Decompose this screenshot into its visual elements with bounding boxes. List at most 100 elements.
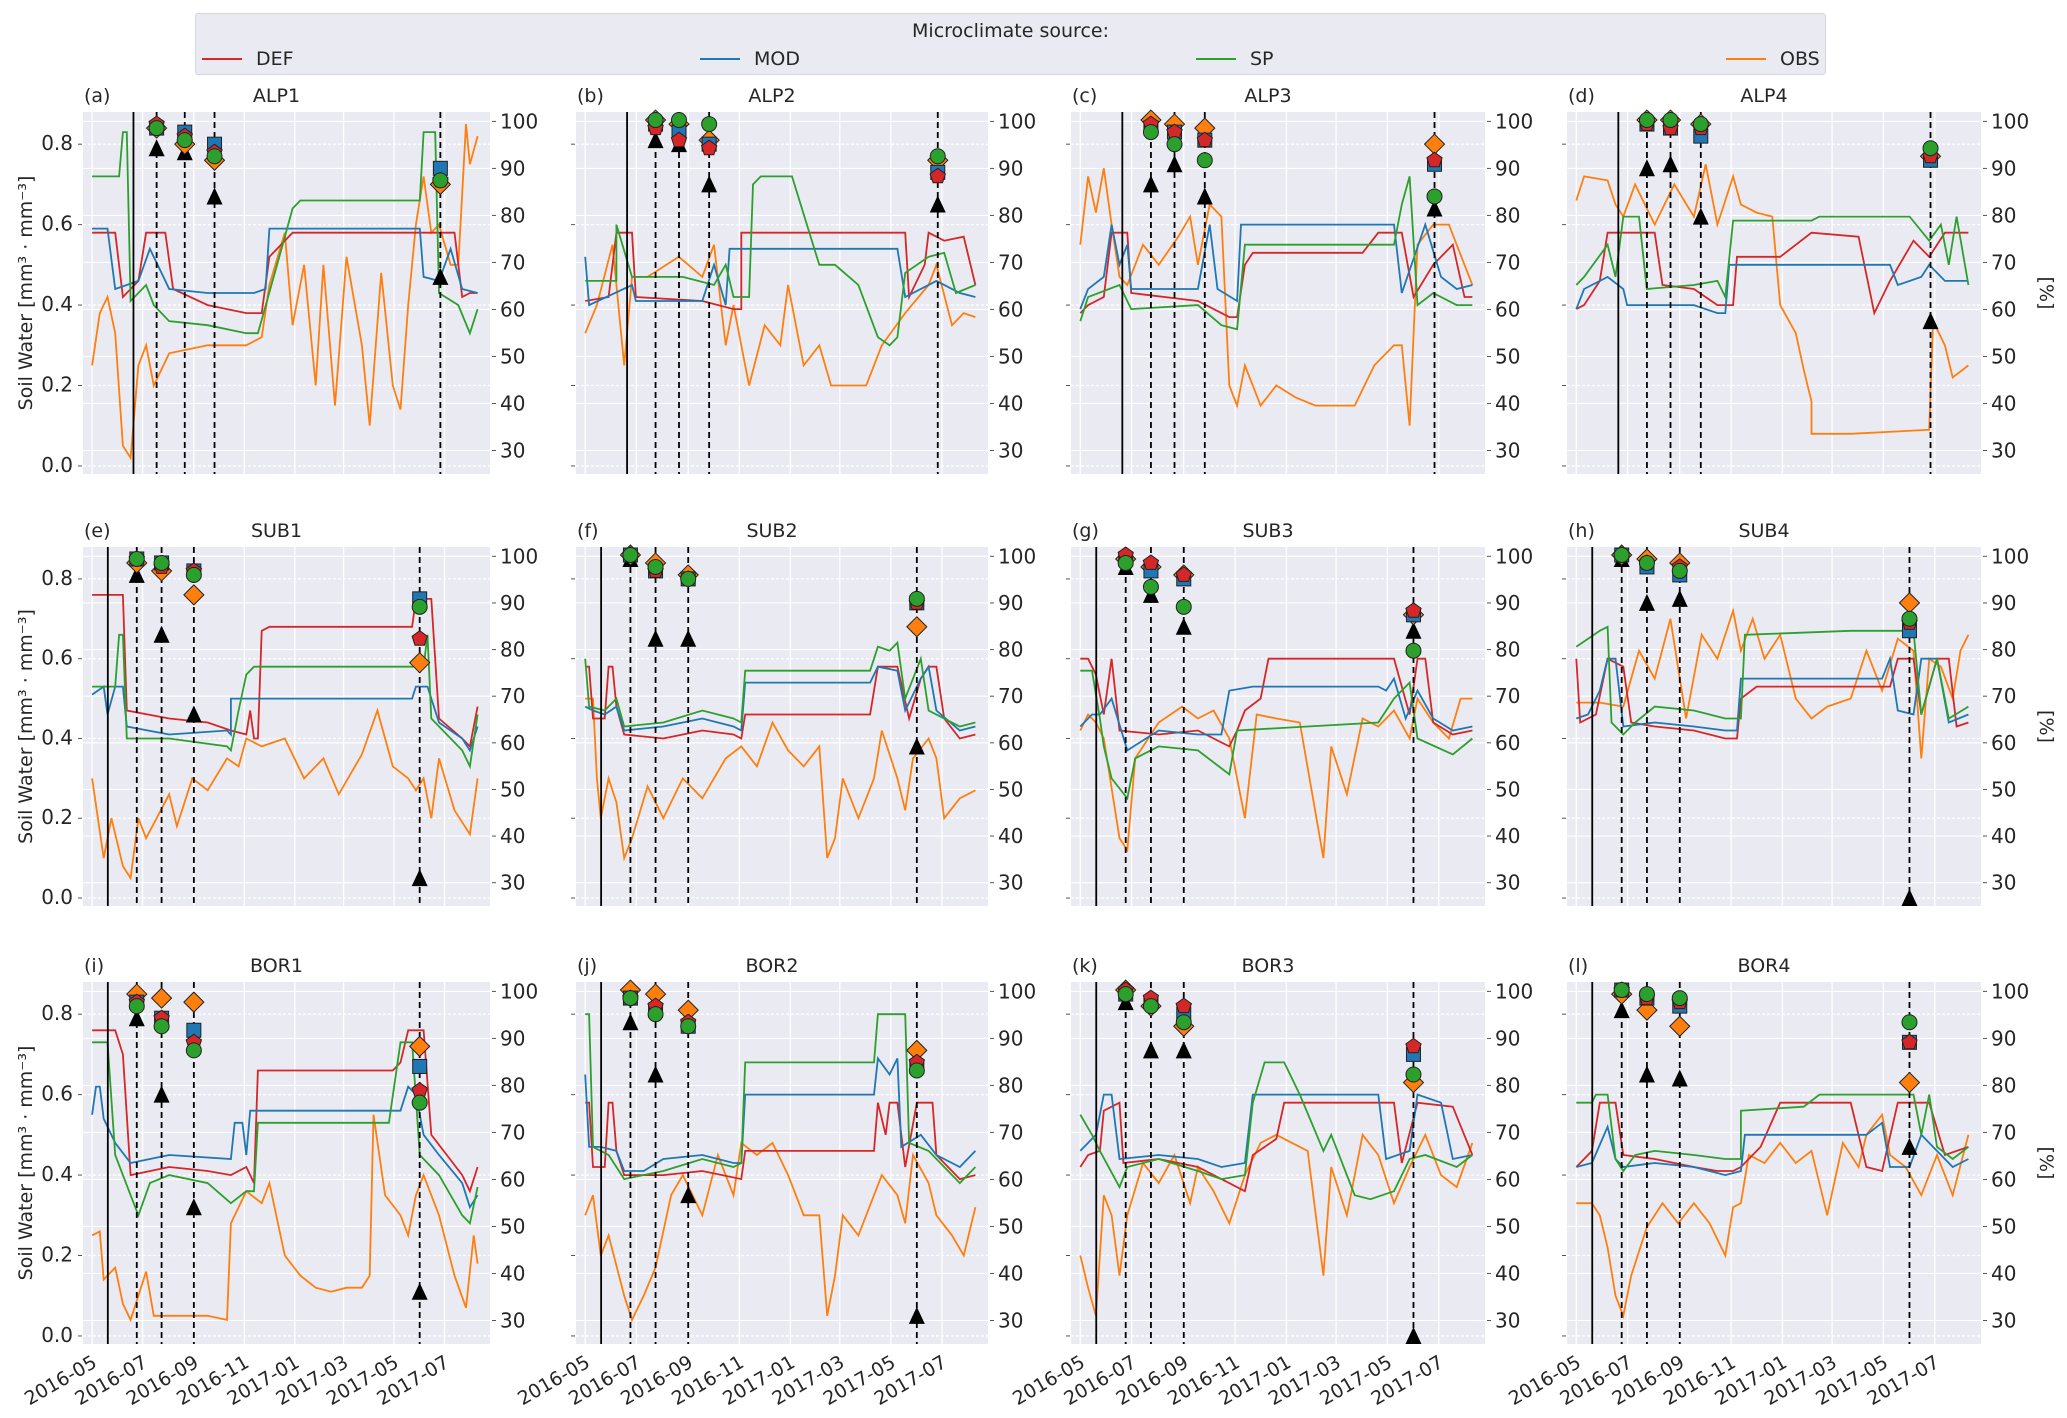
panel-title: SUB3 — [1242, 520, 1293, 542]
y2-tick-label: 50 — [1495, 344, 1520, 368]
y2-tick-label: 100 — [1495, 544, 1533, 568]
y-tick-label: 0.2 — [41, 1243, 73, 1267]
marker-sp-circle — [411, 1094, 428, 1111]
marker-sp-circle — [1613, 982, 1630, 999]
series-line-def — [585, 665, 976, 740]
series-line-sp — [92, 633, 479, 770]
marker-sp-circle — [153, 1018, 170, 1035]
y2-tick-label: 90 — [998, 1026, 1023, 1050]
marker-sp-circle — [1142, 998, 1159, 1015]
marker-sp-circle — [908, 1062, 925, 1079]
y2-tick-label: 100 — [998, 979, 1036, 1003]
marker-ref-triangle — [1638, 1065, 1655, 1083]
y2-tick-label: 30 — [500, 438, 525, 462]
plot-area — [83, 982, 490, 1344]
marker-sp-circle — [1671, 562, 1688, 579]
y2-tick-label: 40 — [500, 391, 525, 415]
legend-swatch-mod — [700, 58, 740, 60]
plot-area — [83, 112, 490, 474]
y2-tick-label: 80 — [998, 638, 1023, 662]
marker-ref-triangle — [148, 139, 165, 157]
marker-ref-triangle — [1922, 312, 1939, 330]
y2-tick-label: 60 — [1495, 731, 1520, 755]
marker-sp-circle — [1613, 546, 1630, 563]
marker-sp-circle — [1175, 1014, 1192, 1031]
marker-sp-circle — [908, 590, 925, 607]
marker-sp-circle — [622, 546, 639, 563]
y-tick-label: 0.2 — [41, 805, 73, 829]
y2-tick-label: 70 — [998, 684, 1023, 708]
y2-tick-label: 90 — [998, 591, 1023, 615]
y-tick-label: 0.0 — [41, 1323, 73, 1347]
y2-tick-label: 50 — [998, 1214, 1023, 1238]
series-line-obs — [1576, 607, 1970, 759]
panel-sub4 — [1562, 544, 1987, 907]
y2-tick-label: 50 — [500, 344, 525, 368]
marker-ref-triangle — [1175, 1041, 1192, 1059]
marker-sp-circle — [128, 998, 145, 1015]
series-line-mod — [91, 685, 479, 753]
marker-ref-triangle — [411, 869, 428, 887]
y2-tick-label: 60 — [1991, 1167, 2016, 1191]
marker-obs-diamond — [906, 616, 928, 638]
y2-tick-label: 30 — [998, 871, 1023, 895]
series-line-def — [92, 1029, 479, 1194]
plot-area — [576, 112, 988, 474]
series-line-mod — [1079, 676, 1473, 752]
y2-tick-label: 80 — [998, 203, 1023, 227]
marker-sp-circle — [1166, 136, 1183, 153]
marker-sp-circle — [1638, 986, 1655, 1003]
legend: Microclimate source: DEF MOD SP OBS — [195, 13, 1826, 75]
y2-tick-label: 70 — [500, 684, 525, 708]
y2-tick-label: 70 — [500, 1120, 525, 1144]
legend-item-obs: OBS — [1726, 48, 1820, 70]
y2-tick-label: 60 — [500, 297, 525, 321]
legend-label-mod: MOD — [754, 48, 800, 70]
marker-sp-circle — [1922, 140, 1939, 157]
y2-tick-label: 60 — [1991, 731, 2016, 755]
marker-ref-triangle — [1671, 1069, 1688, 1087]
series-line-def — [92, 594, 479, 749]
y-tick-label: 0.6 — [41, 646, 73, 670]
panel-title: SUB1 — [251, 520, 302, 542]
y-tick-label: 0.6 — [41, 1082, 73, 1106]
series-line-mod — [1079, 221, 1473, 310]
marker-ref-triangle — [1166, 155, 1183, 173]
marker-ref-triangle — [1613, 1001, 1630, 1019]
y-axis-label-left: Soil Water [mm³ · mm⁻³] — [15, 609, 37, 844]
plot-area — [1071, 982, 1485, 1344]
series-line-mod — [1079, 1093, 1473, 1168]
panel-tag: (e) — [84, 520, 111, 542]
series-line-obs — [585, 697, 976, 862]
legend-swatch-obs — [1726, 58, 1766, 60]
marker-ref-triangle — [1692, 207, 1709, 225]
y2-tick-label: 50 — [1991, 777, 2016, 801]
y2-tick-label: 100 — [998, 109, 1036, 133]
panel-tag: (c) — [1072, 85, 1097, 107]
marker-mod-square — [412, 1058, 428, 1074]
marker-sp-circle — [206, 148, 223, 165]
marker-obs-diamond — [183, 991, 205, 1013]
series-line-sp — [584, 640, 976, 728]
y2-tick-label: 60 — [998, 1167, 1023, 1191]
y2-tick-label: 30 — [1495, 871, 1520, 895]
y2-tick-label: 80 — [1495, 638, 1520, 662]
y2-tick-label: 70 — [1495, 250, 1520, 274]
marker-ref-triangle — [908, 737, 925, 755]
y2-tick-label: 100 — [500, 544, 538, 568]
y2-tick-label: 50 — [500, 1214, 525, 1238]
series-line-sp — [92, 131, 479, 336]
marker-ref-triangle — [153, 1085, 170, 1103]
series-line-mod — [584, 247, 976, 307]
marker-sp-circle — [1901, 610, 1918, 627]
y2-tick-label: 80 — [998, 1073, 1023, 1097]
y2-tick-label: 50 — [1495, 1214, 1520, 1238]
y2-tick-label: 90 — [500, 1026, 525, 1050]
marker-ref-triangle — [647, 131, 664, 149]
marker-ref-triangle — [1175, 617, 1192, 635]
marker-ref-triangle — [647, 1065, 664, 1083]
panel-bor3 — [1066, 979, 1491, 1344]
panel-title: SUB4 — [1738, 520, 1789, 542]
marker-sp-circle — [701, 116, 718, 133]
marker-obs-diamond — [408, 1035, 431, 1058]
